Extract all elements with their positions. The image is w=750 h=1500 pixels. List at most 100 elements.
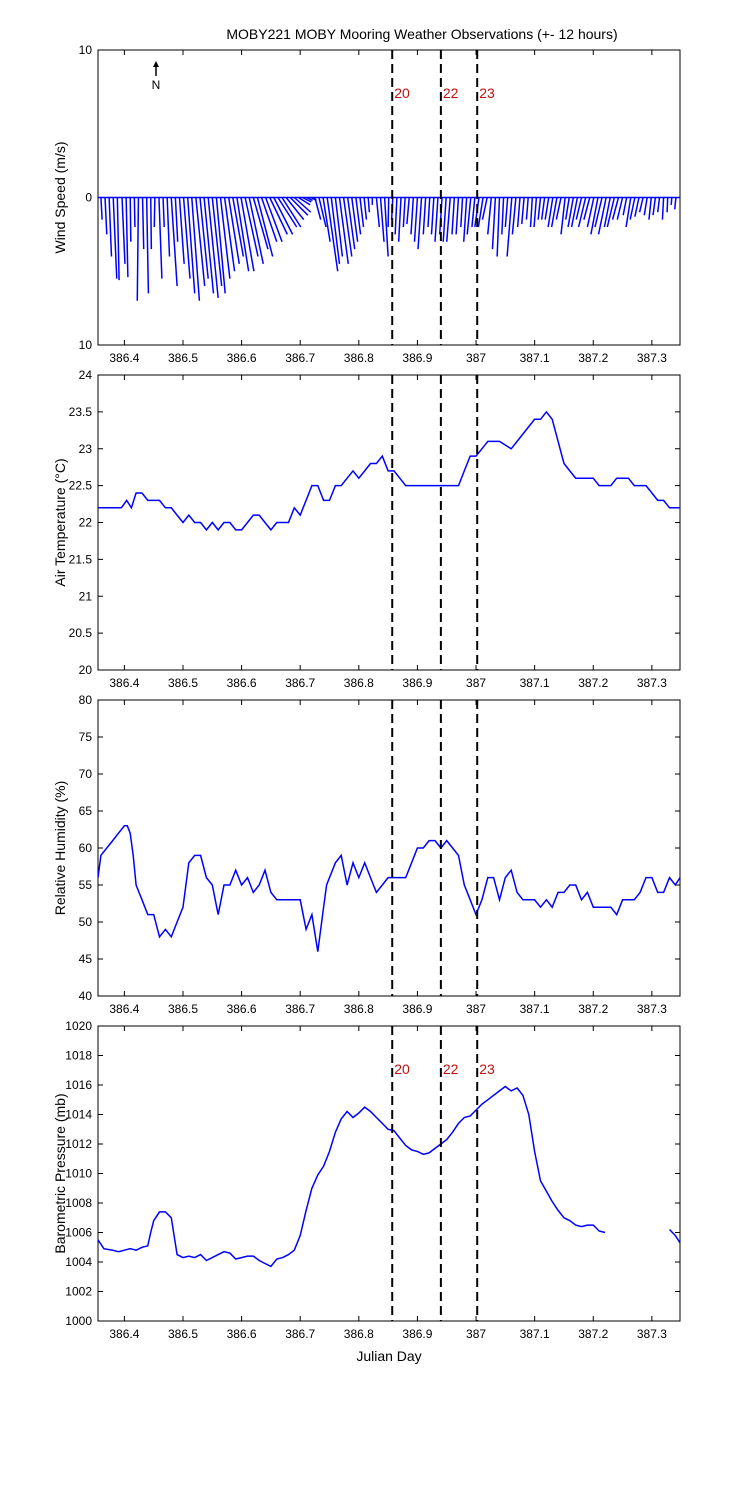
wind-stick [422, 197, 427, 235]
x-tick-label: 387.3 [637, 1327, 667, 1341]
panel-humidity: 386.4 386.5 386.6 386.7 386.8 386.9 387 387.1 38… [52, 693, 681, 1016]
wind-stick [289, 196, 309, 216]
wind-stick [586, 197, 595, 228]
wind-stick [625, 197, 632, 228]
wind-stick [504, 197, 509, 228]
wind-stick [252, 197, 269, 250]
plot-frame [97, 1025, 681, 1322]
event-marker-label: 23 [479, 85, 495, 101]
y-tick-label: 55 [79, 878, 93, 892]
wind-stick [244, 197, 259, 257]
wind-stick [334, 197, 344, 257]
y-tick-label: 1020 [65, 1019, 92, 1033]
y-tick-label: 1002 [65, 1285, 92, 1299]
wind-stick [322, 197, 331, 242]
wind-stick [511, 197, 517, 235]
wind-stick [158, 197, 163, 279]
wind-stick [590, 197, 599, 235]
wind-stick [529, 197, 534, 228]
wind-stick [211, 197, 223, 287]
x-tick-label: 387 [466, 676, 486, 690]
wind-stick [460, 197, 464, 228]
wind-stick [379, 197, 385, 242]
wind-stick [394, 197, 398, 235]
y-tick-label: 22 [79, 516, 93, 530]
x-tick-label: 386.7 [285, 1002, 315, 1016]
x-tick-label: 387.2 [578, 1002, 608, 1016]
x-tick-label: 387.1 [520, 1327, 550, 1341]
wind-stick [145, 197, 150, 294]
wind-stick [219, 197, 231, 279]
x-tick-label: 386.5 [168, 351, 198, 365]
y-tick-label: 1016 [65, 1078, 92, 1092]
wind-stick [182, 197, 191, 279]
event-marker-label: 20 [394, 85, 410, 101]
wind-stick [575, 197, 583, 220]
x-tick-label: 387.2 [578, 676, 608, 690]
wind-stick [186, 197, 196, 294]
wind-stick [506, 197, 513, 257]
y-tick-label: 60 [79, 841, 93, 855]
x-tick-label: 386.8 [344, 1002, 374, 1016]
wind-stick [560, 197, 566, 235]
wind-stick [661, 197, 665, 220]
x-tick-label: 387 [466, 1002, 486, 1016]
x-tick-label: 386.8 [344, 1327, 374, 1341]
wind-stick [285, 197, 305, 221]
x-tick-label: 386.5 [168, 676, 198, 690]
wind-stick [153, 197, 156, 228]
wind-stick [100, 197, 103, 220]
x-tick-label: 386.4 [109, 1327, 139, 1341]
wind-stick [125, 197, 129, 278]
x-axis-label: Julian Day [356, 1348, 421, 1364]
wind-stick [314, 197, 322, 220]
wind-stick [673, 197, 677, 210]
y-tick-label: 0 [85, 191, 92, 205]
wind-stick [555, 197, 562, 220]
wind-stick [550, 197, 558, 228]
wind-stick [260, 197, 278, 242]
wind-stick [121, 197, 126, 264]
y-tick-label: 1006 [65, 1226, 92, 1240]
wind-stick [215, 197, 226, 294]
wind-stick [166, 197, 171, 257]
plot-area [98, 196, 680, 301]
wind-stick [567, 197, 575, 228]
wind-stick [652, 197, 657, 216]
x-tick-label: 386.5 [168, 1002, 198, 1016]
panel-pressure: 386.4 386.5 386.6 386.7 386.8 386.9 387 387.1 38… [52, 1019, 681, 1364]
y-tick-label: 70 [79, 767, 93, 781]
wind-stick [656, 197, 661, 213]
wind-stick [397, 197, 402, 242]
x-tick-label: 386.8 [344, 351, 374, 365]
x-tick-label: 386.6 [227, 1327, 257, 1341]
wind-stick [387, 197, 390, 228]
x-tick-label: 387.2 [578, 351, 608, 365]
wind-stick [471, 197, 476, 228]
y-tick-label: 1010 [65, 1167, 92, 1181]
x-tick-label: 387.3 [637, 1002, 667, 1016]
x-tick-label: 386.9 [402, 1327, 432, 1341]
wind-stick [417, 197, 423, 250]
plot-frame [97, 699, 681, 997]
wind-stick [638, 197, 644, 213]
wind-stick [108, 197, 113, 257]
north-arrow-head-icon [153, 61, 159, 67]
wind-stick [487, 197, 493, 235]
wind-stick [564, 197, 570, 220]
wind-stick [326, 197, 339, 272]
x-tick-label: 386.9 [402, 351, 432, 365]
wind-stick [438, 197, 443, 235]
wind-stick [104, 197, 108, 235]
x-tick-label: 386.6 [227, 676, 257, 690]
wind-stick [281, 197, 302, 228]
wind-stick [666, 197, 669, 213]
wind-stick [302, 196, 312, 203]
wind-stick [434, 197, 439, 242]
event-marker-label: 20 [394, 1061, 410, 1077]
y-tick-label: 50 [79, 915, 93, 929]
wind-stick [149, 197, 153, 250]
event-marker-label: 23 [479, 1061, 495, 1077]
wind-stick [427, 197, 431, 228]
